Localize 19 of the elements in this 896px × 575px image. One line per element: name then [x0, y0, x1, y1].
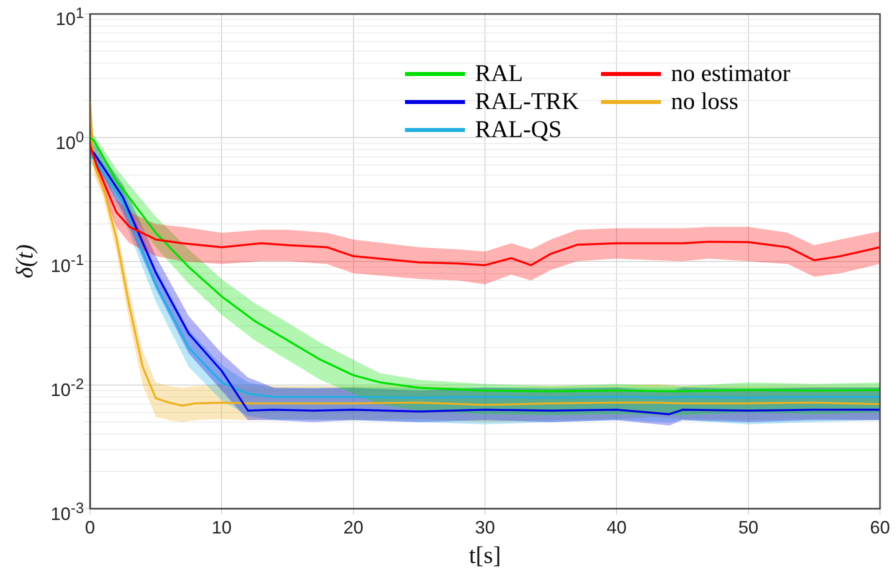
y-axis-title: δ(t): [12, 244, 39, 278]
x-tick-label: 50: [738, 517, 758, 538]
y-tick-label: 10$^{-1}$: [50, 251, 84, 278]
x-axis-title: t[s]: [469, 542, 501, 569]
legend-label: RAL-QS: [475, 116, 562, 144]
x-tick-label: 10: [212, 517, 232, 538]
x-tick-label: 0: [84, 517, 96, 538]
legend-label: RAL-TRK: [475, 88, 579, 116]
x-tick-label: 30: [474, 517, 496, 538]
y-tick-label: 10$^{1}$: [56, 4, 84, 30]
y-tick-label: 10$^{0}$: [56, 128, 84, 154]
legend-label: no estimator: [671, 60, 790, 88]
x-tick-label: 20: [343, 517, 364, 538]
legend-label: no loss: [671, 88, 738, 116]
legend-label: RAL: [475, 60, 523, 88]
x-tick-label: 60: [870, 517, 890, 538]
y-tick-label: 10$^{-2}$: [50, 374, 84, 401]
y-tick-label: 10$^{-3}$: [50, 498, 84, 525]
x-tick-label: 40: [606, 517, 627, 538]
